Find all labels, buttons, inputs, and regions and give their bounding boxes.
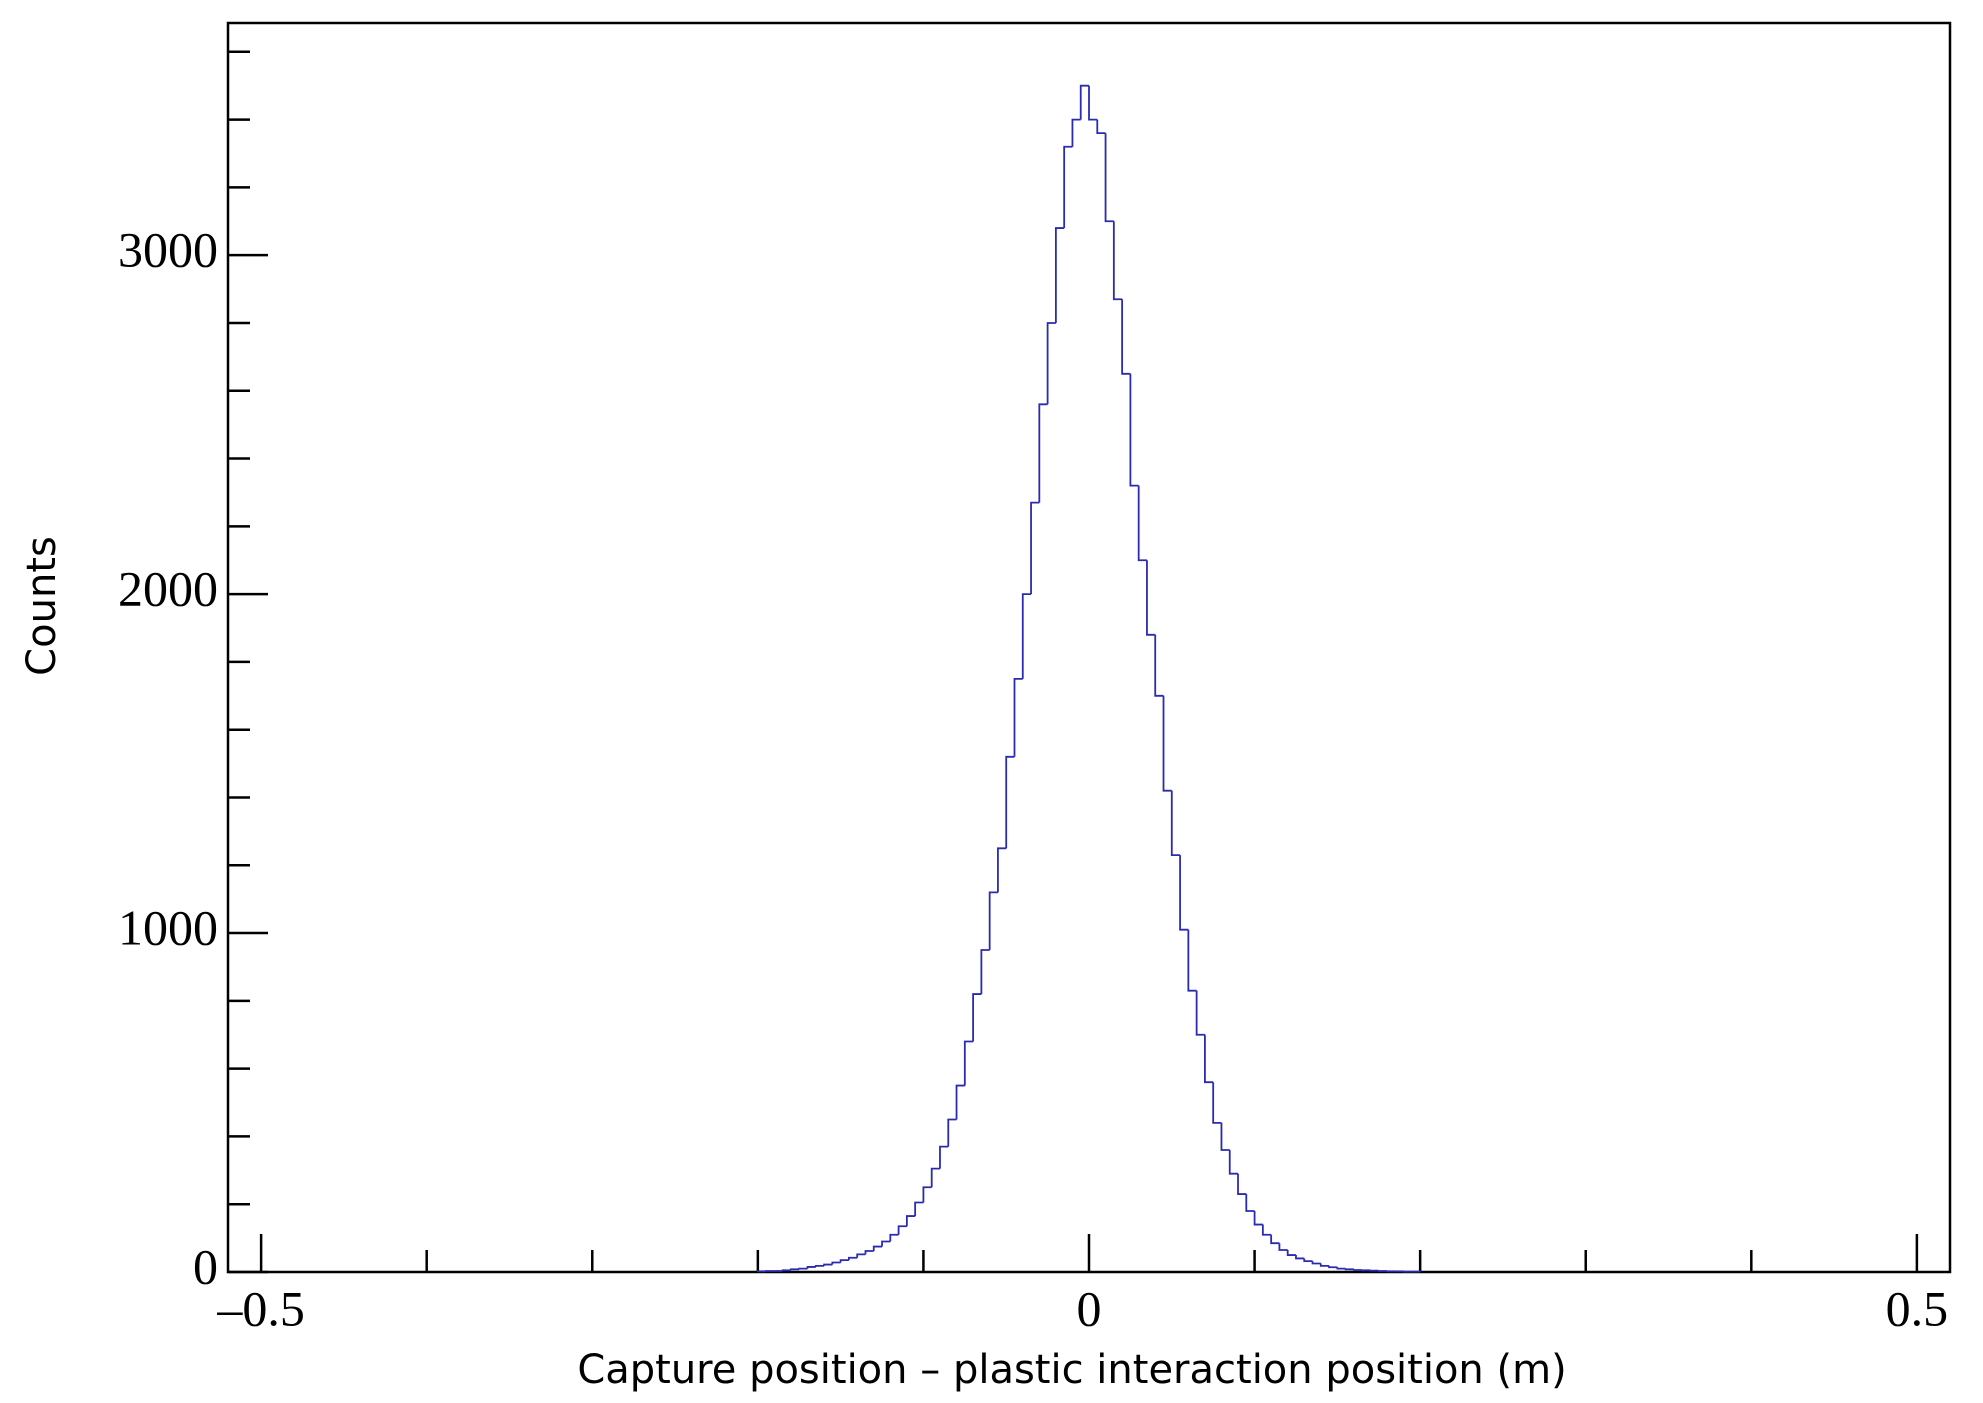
histogram-bin bbox=[1137, 485, 1147, 562]
histogram-bin bbox=[1096, 119, 1106, 135]
histogram-bin bbox=[980, 949, 990, 995]
histogram-bin bbox=[1319, 1263, 1330, 1267]
histogram-bin bbox=[781, 1269, 791, 1272]
histogram-bin bbox=[1204, 1034, 1214, 1084]
histogram-bin bbox=[1154, 634, 1164, 697]
histogram-bin bbox=[914, 1201, 924, 1217]
histogram-bin bbox=[1179, 855, 1189, 931]
histogram-bin bbox=[823, 1263, 833, 1266]
histogram-bin bbox=[848, 1256, 858, 1261]
histogram-bin bbox=[1295, 1255, 1305, 1260]
histogram-bin bbox=[1270, 1234, 1280, 1245]
histogram-bin bbox=[1228, 1149, 1239, 1175]
histogram-bin bbox=[1311, 1261, 1321, 1265]
histogram-bin bbox=[1170, 790, 1181, 857]
histogram-bin bbox=[1261, 1224, 1272, 1236]
x-axis-title: Capture position – plastic interaction p… bbox=[577, 1347, 1566, 1393]
histogram-bin bbox=[972, 993, 982, 1042]
histogram-bin bbox=[798, 1267, 808, 1270]
histogram-bin bbox=[1071, 118, 1081, 147]
y-axis-title: Counts bbox=[19, 536, 65, 676]
histogram-bin bbox=[1162, 695, 1172, 792]
histogram-bin bbox=[930, 1167, 940, 1188]
histogram-bin bbox=[1303, 1258, 1313, 1263]
histogram-bin bbox=[1079, 84, 1089, 120]
histogram-bin bbox=[1237, 1173, 1247, 1195]
histogram-bin bbox=[1054, 227, 1065, 323]
histogram-bin bbox=[922, 1186, 932, 1203]
histogram-bin bbox=[872, 1245, 883, 1251]
histogram-bin bbox=[1286, 1249, 1296, 1256]
histogram-bin bbox=[1212, 1082, 1222, 1124]
x-tick-label: –0.5 bbox=[216, 1280, 305, 1336]
histogram-bin bbox=[756, 1270, 767, 1273]
histogram-bin bbox=[790, 1268, 800, 1271]
x-tick-label: 0.5 bbox=[1886, 1280, 1949, 1336]
histogram-bin bbox=[1088, 85, 1098, 121]
histogram-bin bbox=[939, 1145, 949, 1169]
x-tick-label: 0 bbox=[1077, 1280, 1102, 1336]
histogram-bin bbox=[1187, 929, 1197, 992]
histogram-bin bbox=[1112, 221, 1123, 301]
histogram-bin bbox=[1220, 1122, 1230, 1151]
plot-frame bbox=[226, 21, 1952, 1274]
histogram-bin bbox=[1278, 1243, 1288, 1251]
histogram-bin bbox=[1336, 1267, 1346, 1270]
y-tick-label: 2000 bbox=[118, 561, 218, 617]
histogram-bin bbox=[1129, 373, 1139, 487]
histogram-bin bbox=[988, 891, 998, 951]
histogram-bin bbox=[1195, 990, 1205, 1036]
histogram-bin bbox=[1104, 133, 1114, 223]
y-tick-label: 3000 bbox=[118, 222, 218, 278]
histogram-bin bbox=[1328, 1265, 1338, 1269]
histogram-bin bbox=[897, 1225, 907, 1235]
histogram-bin bbox=[1121, 299, 1131, 375]
histogram-bin bbox=[1063, 145, 1073, 229]
histogram-bin bbox=[814, 1265, 825, 1267]
histogram-bin bbox=[856, 1253, 866, 1258]
histogram-bin bbox=[1013, 677, 1023, 757]
y-tick-label: 1000 bbox=[118, 900, 218, 956]
histogram-bin bbox=[1245, 1194, 1255, 1212]
histogram-bin bbox=[1021, 593, 1032, 679]
histogram-bin bbox=[881, 1240, 891, 1247]
histogram-bin bbox=[997, 847, 1007, 893]
histogram-bin bbox=[1038, 403, 1048, 503]
histogram-bin bbox=[806, 1266, 816, 1269]
histogram-bin bbox=[831, 1261, 841, 1265]
histogram-bin bbox=[864, 1250, 874, 1255]
histogram-bin bbox=[963, 1040, 974, 1086]
histogram-bin bbox=[1353, 1269, 1363, 1271]
histogram-bin bbox=[947, 1118, 957, 1147]
histogram-bin bbox=[1005, 755, 1015, 849]
histogram-bin bbox=[1030, 501, 1040, 595]
histogram-bin bbox=[1344, 1268, 1354, 1271]
histogram-bin bbox=[1253, 1210, 1263, 1226]
histogram-bin bbox=[1146, 560, 1156, 636]
y-tick-label: 0 bbox=[193, 1238, 218, 1294]
histogram-bin bbox=[955, 1084, 965, 1120]
histogram-bin bbox=[889, 1233, 899, 1242]
histogram-bin bbox=[905, 1215, 916, 1227]
histogram-bin bbox=[1046, 322, 1056, 405]
histogram-bin bbox=[839, 1259, 849, 1263]
